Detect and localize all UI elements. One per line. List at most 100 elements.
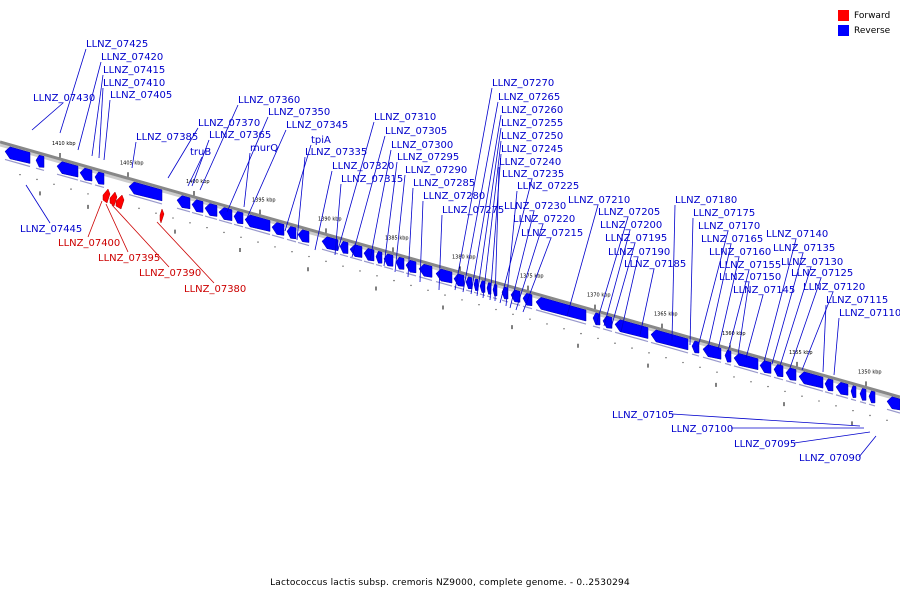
leader-line [476,127,502,297]
gene-label: LLNZ_07150 [719,272,781,283]
position-dot [835,405,837,407]
leader-line [505,190,518,307]
gene-shadow [4,158,31,168]
reverse-gene [465,276,473,289]
position-dot [308,255,310,258]
gene-label: LLNZ_07430 [33,93,95,104]
legend: Forward Reverse [838,8,890,38]
reverse-gene [453,273,465,287]
reverse-gene [535,297,587,322]
leader-line [284,144,312,232]
leader-line [707,243,732,349]
leader-line [462,101,499,293]
position-dot [70,188,72,190]
tick-label: 1405 kbp [120,160,144,166]
gene-shadow [383,266,394,270]
leader-line [499,178,533,304]
position-dot [784,390,786,393]
gene-shadow [465,289,473,293]
reverse-gene [383,253,394,267]
tick-label: 1390 kbp [318,216,342,222]
forward-gene [115,194,125,210]
leader-line [689,217,694,346]
position-dot [240,236,242,238]
position-dot [478,304,480,306]
reverse-gene [835,381,849,396]
reverse-gene [218,207,233,222]
leader-line [105,203,129,253]
leader-line [337,121,375,251]
position-dot [750,381,752,383]
gene-shadow [859,401,867,404]
tick-label: 1410 kbp [52,141,76,147]
leader-line [191,139,210,187]
gene-shadow [128,193,163,205]
tick-label: 1355 kbp [789,350,813,356]
leader-line [494,166,500,302]
gene-shadow [785,380,797,385]
position-dot [444,294,446,296]
gene-label: LLNZ_07155 [719,260,781,271]
gene-label: LLNZ_07205 [598,207,660,218]
position-dot [801,395,803,397]
leader-line [737,281,750,356]
position-dot [767,385,769,388]
gene-label: LLNZ_07140 [766,229,828,240]
leader-line [671,204,676,341]
gene-label: LLNZ_07195 [605,233,667,244]
reverse-gene [405,259,417,274]
reverse-gene [204,203,218,217]
gene-label: LLNZ_07425 [86,39,148,50]
leader-line [833,317,840,376]
gene-shadow [759,372,772,378]
gene-label: LLNZ_07090 [799,453,861,464]
tick-label: 1360 kbp [722,331,746,337]
leader-line [243,152,251,208]
gene-label: LLNZ_07300 [391,140,453,151]
gene-label: LLNZ_07385 [136,132,198,143]
position-dot [886,419,888,422]
gene-label: LLNZ_07345 [286,120,348,131]
position-dot [342,265,344,267]
gene-shadow [733,365,759,374]
leader-line [246,129,287,219]
reverse-gene [850,385,857,398]
leader-line [296,156,306,241]
position-dot [257,241,259,243]
gene-label: LLNZ_07315 [341,174,403,185]
leader-line [91,74,104,157]
position-dot [852,409,854,412]
gene-label: LLNZ_07095 [734,439,796,450]
gene-label: LLNZ_07165 [701,234,763,245]
gene-layer [4,146,900,414]
leader-line [717,256,740,351]
position-dot [818,400,820,402]
tick-label: 1400 kbp [186,179,210,185]
reverse-gene [702,344,722,360]
gene-shadow [614,331,649,343]
gene-label: LLNZ_07335 [305,147,367,158]
reverse-gene [271,222,285,236]
gene-shadow [271,234,285,240]
gene-shadow [297,241,310,247]
leader-line [697,230,729,348]
reverse-gene [191,199,204,213]
gene-shadow [395,269,405,274]
position-dot [427,289,429,291]
gene-shadow [691,353,700,357]
reverse-gene [363,247,375,262]
leader-line [31,102,64,131]
gene-label: truB [190,147,211,158]
gene-label: LLNZ_07225 [517,181,579,192]
gene-label: LLNZ_07200 [600,220,662,231]
reverse-gene [233,211,244,225]
tick-label: 1350 kbp [858,369,882,375]
position-dot [733,376,735,378]
position-dot [223,231,225,234]
reverse-gene [418,263,433,278]
gene-shadow [405,272,417,277]
gene-label: LLNZ_07180 [675,195,737,206]
gene-shadow [773,376,784,381]
position-dot [716,371,718,373]
